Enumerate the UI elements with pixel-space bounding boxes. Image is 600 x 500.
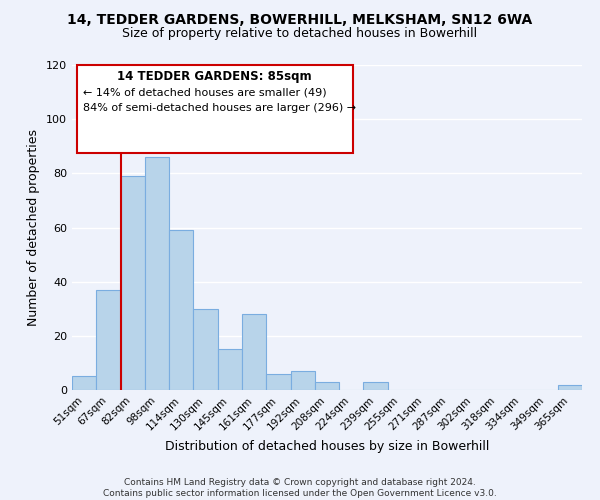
- Bar: [145, 157, 169, 390]
- Bar: [121, 176, 145, 390]
- X-axis label: Distribution of detached houses by size in Bowerhill: Distribution of detached houses by size …: [165, 440, 489, 453]
- Text: Size of property relative to detached houses in Bowerhill: Size of property relative to detached ho…: [122, 28, 478, 40]
- Bar: [315, 382, 339, 390]
- Text: 14 TEDDER GARDENS: 85sqm: 14 TEDDER GARDENS: 85sqm: [118, 70, 312, 83]
- Text: 84% of semi-detached houses are larger (296) →: 84% of semi-detached houses are larger (…: [83, 102, 356, 113]
- Bar: [290, 371, 315, 390]
- Bar: [96, 290, 121, 390]
- Bar: [193, 308, 218, 390]
- Y-axis label: Number of detached properties: Number of detached properties: [28, 129, 40, 326]
- Bar: [218, 350, 242, 390]
- Bar: [242, 314, 266, 390]
- Bar: [169, 230, 193, 390]
- Text: Contains HM Land Registry data © Crown copyright and database right 2024.
Contai: Contains HM Land Registry data © Crown c…: [103, 478, 497, 498]
- Text: 14, TEDDER GARDENS, BOWERHILL, MELKSHAM, SN12 6WA: 14, TEDDER GARDENS, BOWERHILL, MELKSHAM,…: [67, 12, 533, 26]
- Text: ← 14% of detached houses are smaller (49): ← 14% of detached houses are smaller (49…: [83, 88, 327, 98]
- Bar: [266, 374, 290, 390]
- Bar: [72, 376, 96, 390]
- Bar: [558, 384, 582, 390]
- Bar: [364, 382, 388, 390]
